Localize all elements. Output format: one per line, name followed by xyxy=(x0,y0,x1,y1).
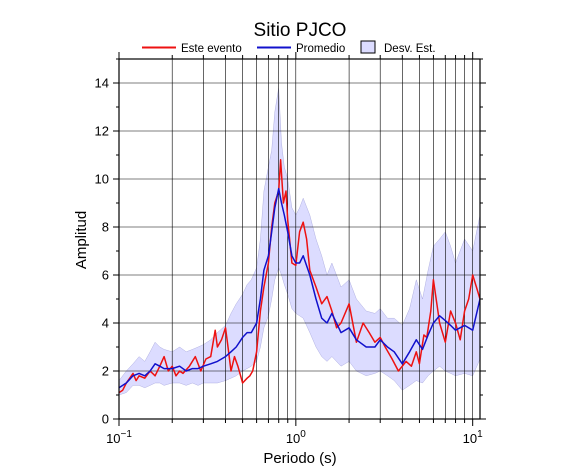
std-dev-band xyxy=(119,87,480,396)
y-tick-label: 4 xyxy=(102,316,109,331)
y-tick-label: 8 xyxy=(102,220,109,235)
plot-frame xyxy=(118,58,481,420)
y-axis: 0 2 4 6 8 10 12 14 xyxy=(95,58,486,427)
x-axis-label: Periodo (s) xyxy=(263,450,336,467)
y-tick-label: 0 xyxy=(102,412,109,427)
legend: Este evento Promedio Desv. Est. xyxy=(142,40,436,55)
x-tick-label: 100 xyxy=(286,429,306,446)
x-axis: 10−1 100 101 xyxy=(106,52,483,446)
chart-title: Sitio PJCO xyxy=(254,20,347,41)
event-series-line xyxy=(119,159,480,394)
legend-std-swatch xyxy=(360,40,376,54)
x-tick-label: 10−1 xyxy=(106,429,132,446)
legend-std-label: Desv. Est. xyxy=(384,43,436,55)
y-axis-label: Amplitud xyxy=(73,211,90,269)
y-tick-label: 10 xyxy=(95,172,109,187)
legend-event-label: Este evento xyxy=(181,43,242,55)
x-tick-label: 101 xyxy=(463,429,483,446)
y-tick-label: 12 xyxy=(95,124,109,139)
mean-series-line xyxy=(119,187,480,389)
y-tick-label: 6 xyxy=(102,268,109,283)
legend-mean-label: Promedio xyxy=(296,43,345,55)
grid xyxy=(119,59,480,419)
y-tick-label: 14 xyxy=(95,76,109,91)
y-tick-label: 2 xyxy=(102,364,109,379)
